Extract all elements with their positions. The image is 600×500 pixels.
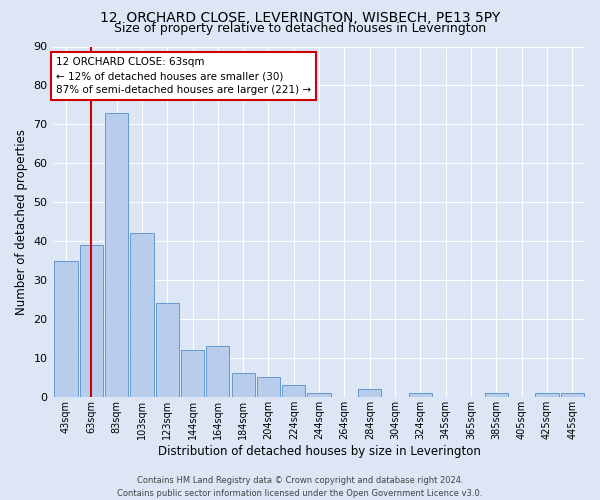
- Bar: [358, 389, 382, 397]
- Bar: [409, 393, 432, 397]
- Y-axis label: Number of detached properties: Number of detached properties: [15, 128, 28, 314]
- Bar: [54, 260, 77, 397]
- Bar: [181, 350, 204, 397]
- Text: 12 ORCHARD CLOSE: 63sqm
← 12% of detached houses are smaller (30)
87% of semi-de: 12 ORCHARD CLOSE: 63sqm ← 12% of detache…: [56, 57, 311, 95]
- Bar: [307, 393, 331, 397]
- Bar: [80, 245, 103, 397]
- Bar: [560, 393, 584, 397]
- Bar: [130, 234, 154, 397]
- Bar: [257, 378, 280, 397]
- Text: 12, ORCHARD CLOSE, LEVERINGTON, WISBECH, PE13 5PY: 12, ORCHARD CLOSE, LEVERINGTON, WISBECH,…: [100, 11, 500, 25]
- Bar: [155, 304, 179, 397]
- Bar: [535, 393, 559, 397]
- Text: Size of property relative to detached houses in Leverington: Size of property relative to detached ho…: [114, 22, 486, 35]
- Bar: [485, 393, 508, 397]
- Bar: [282, 385, 305, 397]
- Bar: [105, 112, 128, 397]
- Bar: [206, 346, 229, 397]
- X-axis label: Distribution of detached houses by size in Leverington: Distribution of detached houses by size …: [158, 444, 481, 458]
- Text: Contains HM Land Registry data © Crown copyright and database right 2024.
Contai: Contains HM Land Registry data © Crown c…: [118, 476, 482, 498]
- Bar: [232, 374, 255, 397]
